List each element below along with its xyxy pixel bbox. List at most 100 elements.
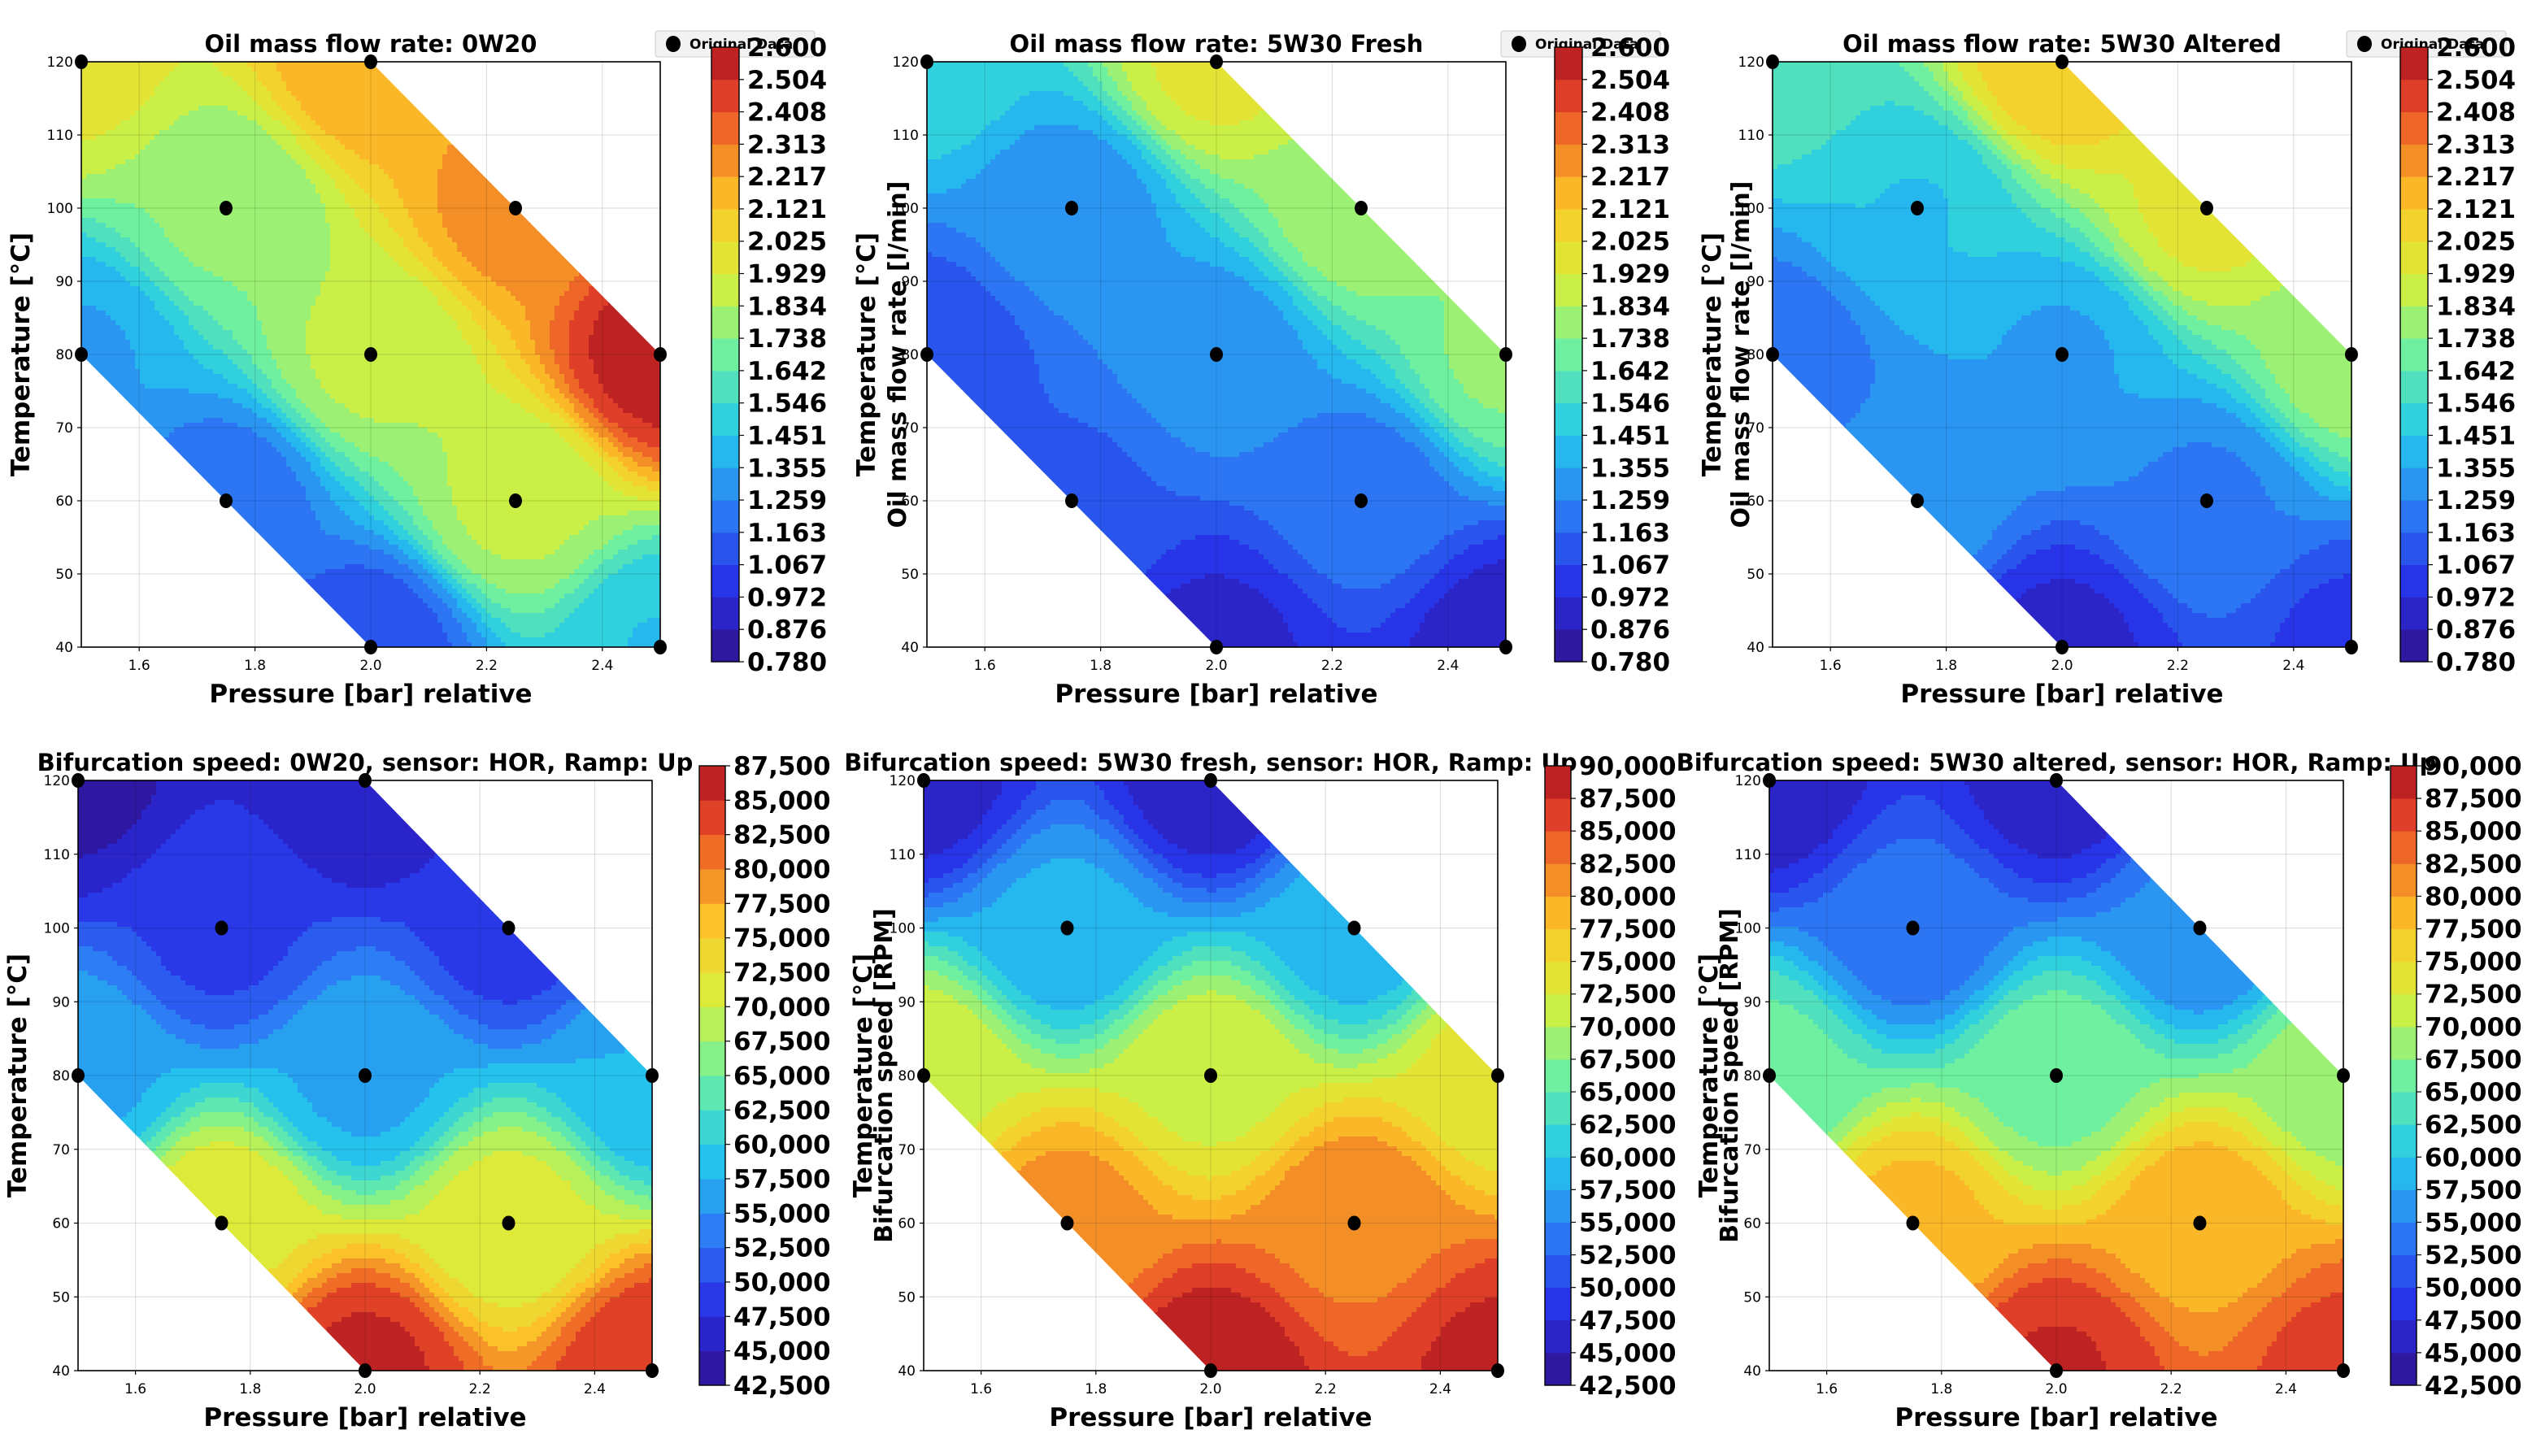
colorbar-tick-label: 70,000 [1579,1013,1677,1042]
y-tick-label: 100 [890,921,916,937]
y-tick-label: 110 [44,847,70,863]
colorbar-tick-label: 1.067 [2436,551,2516,580]
y-tick-label: 110 [1735,847,1761,863]
data-point [2050,1068,2063,1083]
colorbar-tick-label: 80,000 [733,855,831,884]
data-point [2194,921,2207,936]
chart-title: Oil mass flow rate: 5W30 Fresh [1010,30,1424,58]
chart-title: Oil mass flow rate: 5W30 Altered [1842,30,2282,58]
colorbar-band [711,403,739,436]
data-point [220,493,233,508]
x-tick-label: 2.2 [469,1381,491,1397]
colorbar-band [1545,1059,1571,1093]
colorbar-band [1545,831,1571,864]
colorbar-tick-label: 0.780 [747,648,827,677]
colorbar-tick-label: 55,000 [733,1199,831,1228]
x-tick-label: 2.2 [476,658,498,674]
colorbar-band [2400,176,2428,209]
colorbar-tick-label: 62,500 [2425,1110,2522,1140]
colorbar-tick-label: 87,500 [1579,785,1677,814]
data-point [1491,1068,1504,1083]
colorbar-tick-label: 60,000 [733,1131,831,1160]
colorbar-band [2391,1092,2417,1125]
colorbar-band [2400,112,2428,145]
colorbar-tick-label: 57,500 [1579,1176,1677,1205]
colorbar-tick-label: 0.876 [2436,615,2516,645]
colorbar-band [2391,1124,2417,1158]
colorbar-band [2400,371,2428,403]
colorbar-band [1545,929,1571,963]
colorbar-tick-label: 55,000 [2425,1208,2522,1237]
colorbar-tick-label: 2.504 [1590,66,1670,95]
colorbar-band [711,435,739,467]
y-tick-label: 100 [893,201,919,217]
colorbar-tick-label: 2.600 [1590,33,1670,63]
colorbar-tick-label: 60,000 [2425,1143,2522,1172]
x-tick-label: 2.2 [2160,1381,2182,1397]
colorbar-band [2391,1157,2417,1190]
colorbar-band [711,112,739,145]
y-tick-label: 70 [52,1142,70,1158]
colorbar-tick-label: 1.834 [1590,292,1670,321]
colorbar-tick-label: 1.834 [747,292,827,321]
subplot-3: 1.6 1.8 2.0 2.2 2.4405060708090100110120Oil … [1698,30,2545,709]
colorbar-tick-label: 42,500 [733,1371,831,1401]
colorbar-tick-label: 0.876 [747,615,827,645]
x-tick-label: 1.8 [1085,1381,1107,1397]
y-tick-label: 60 [898,1216,916,1232]
colorbar-tick-label: 45,000 [1579,1339,1677,1368]
data-point [509,201,522,215]
colorbar-tick-label: 2.600 [747,33,827,63]
y-tick-label: 70 [898,1142,916,1158]
colorbar-band [1555,112,1582,145]
colorbar-band [1545,863,1571,897]
x-tick-label: 1.8 [244,658,266,674]
colorbar-band [1555,209,1582,241]
colorbar-tick-label: 57,500 [2425,1176,2522,1205]
colorbar-band [699,1248,725,1283]
colorbar-tick-label: 65,000 [2425,1078,2522,1107]
colorbar-tick-label: 45,000 [2425,1339,2522,1368]
y-tick-label: 40 [898,1363,916,1380]
data-point [1348,921,1361,936]
colorbar-band [699,1179,725,1214]
colorbar-tick-label: 62,500 [733,1096,831,1125]
colorbar-tick-label: 60,000 [1579,1143,1677,1172]
x-tick-label: 1.8 [1935,658,1957,674]
x-tick-label: 1.6 [1820,658,1842,674]
colorbar-band [2391,766,2417,799]
colorbar-tick-label: 67,500 [1579,1045,1677,1075]
colorbar-tick-label: 1.067 [747,551,827,580]
data-point [1065,201,1078,215]
data-point [646,1363,659,1378]
colorbar-tick-label: 2.313 [747,130,827,159]
colorbar-tick-label: 2.121 [747,195,827,224]
colorbar-tick-label: 82,500 [1579,850,1677,879]
y-tick-label: 50 [898,1289,916,1306]
colorbar-band [1555,144,1582,176]
colorbar-band [1545,994,1571,1028]
x-tick-label: 2.0 [2051,658,2073,674]
colorbar-tick-label: 2.217 [1590,163,1670,192]
colorbar-band [1545,1092,1571,1125]
colorbar-tick-label: 2.121 [2436,195,2516,224]
colorbar-tick-label: 55,000 [1579,1208,1677,1237]
colorbar-tick-label: 1.929 [747,260,827,289]
data-point [509,493,522,508]
y-tick-label: 50 [52,1289,70,1306]
colorbar-tick-label: 75,000 [1579,948,1677,977]
subplot-1: 1.6 1.8 2.0 2.2 2.4405060708090100110120Oil … [7,30,912,709]
colorbar-band [711,565,739,598]
colorbar-band [2391,1222,2417,1255]
y-tick-label: 90 [1747,274,1764,290]
colorbar-band [1545,962,1571,995]
colorbar-tick-label: 87,500 [733,752,831,781]
colorbar-tick-label: 1.163 [1590,519,1670,548]
legend-marker [1512,36,1526,52]
subplot-2: 1.6 1.8 2.0 2.2 2.4405060708090100110120Oil … [852,30,1755,709]
y-tick-label: 90 [1743,994,1761,1011]
colorbar-band [1555,241,1582,274]
x-tick-label: 1.8 [1930,1381,1952,1397]
y-tick-label: 90 [898,994,916,1011]
colorbar-tick-label: 80,000 [2425,882,2522,911]
